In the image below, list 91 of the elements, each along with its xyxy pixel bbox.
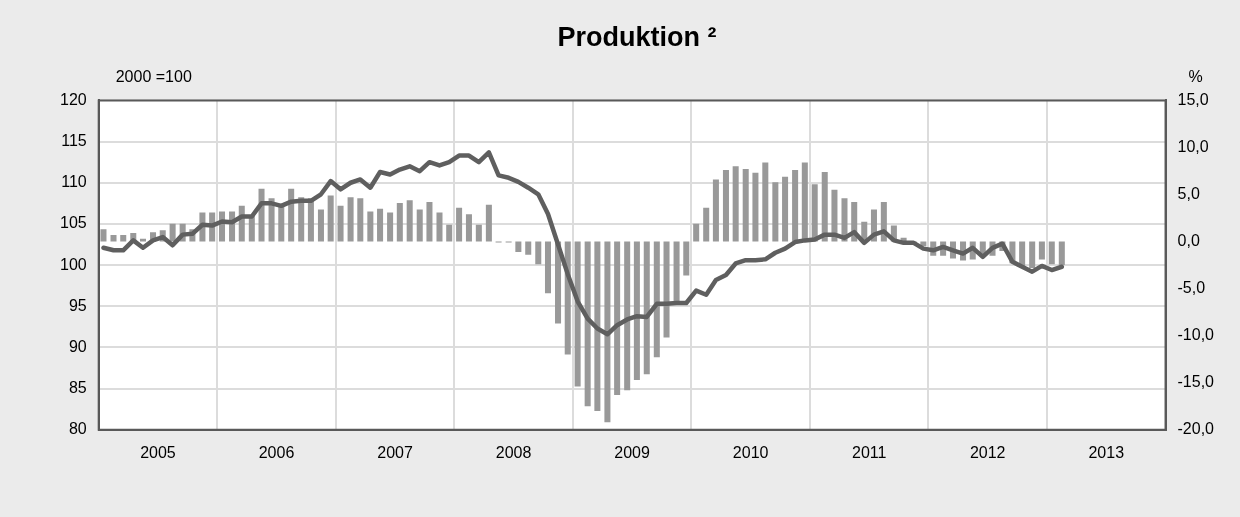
bar (406, 200, 413, 242)
bar (762, 162, 769, 242)
bar (446, 224, 453, 242)
bar (1058, 241, 1065, 266)
bar (673, 241, 680, 302)
bar (683, 241, 690, 276)
bar (139, 238, 146, 242)
y-tick-label: 110 (61, 173, 87, 191)
y-tick-label: 105 (59, 214, 87, 232)
bar (367, 211, 374, 242)
bar (456, 207, 463, 242)
y2-tick-label: -20,0 (1177, 420, 1215, 438)
bar (298, 197, 305, 242)
bar (120, 234, 127, 242)
bar (831, 189, 838, 242)
bar (693, 223, 700, 242)
bar (594, 241, 601, 411)
bar (722, 170, 729, 242)
y2-tick-label: -10,0 (1177, 326, 1215, 344)
x-tick-label: 2006 (258, 443, 295, 461)
y2-axis-title: % (1188, 68, 1203, 86)
x-tick-label: 2009 (614, 443, 651, 461)
bar (485, 204, 492, 242)
chart-title: Produktion ² (557, 21, 717, 52)
bar (1048, 241, 1055, 265)
y-axis-title: 2000 =100 (115, 68, 192, 86)
bar (1038, 241, 1045, 260)
bar (782, 176, 789, 242)
bar (604, 241, 611, 423)
y2-tick-label: -5,0 (1177, 279, 1206, 297)
x-tick-label: 2013 (1088, 443, 1125, 461)
bar (712, 179, 719, 242)
y-tick-label: 100 (59, 255, 87, 273)
bar (169, 223, 176, 242)
bar (515, 241, 522, 252)
bar (574, 241, 581, 387)
x-tick-label: 2007 (377, 443, 413, 461)
y2-tick-label: 5,0 (1177, 184, 1200, 202)
x-tick-label: 2010 (732, 443, 769, 461)
y2-tick-label: 15,0 (1177, 90, 1209, 108)
bar (525, 241, 532, 255)
bar (663, 241, 670, 338)
bar (1029, 241, 1036, 268)
bar (544, 241, 551, 294)
y-tick-label: 80 (68, 420, 87, 438)
bar (703, 207, 710, 242)
y-tick-label: 90 (68, 337, 87, 355)
y2-tick-label: 10,0 (1177, 137, 1209, 155)
y-tick-label: 120 (59, 90, 87, 108)
bar (821, 171, 828, 242)
bar (732, 166, 739, 242)
bar (535, 241, 542, 265)
bar (387, 212, 394, 242)
bar (396, 202, 403, 242)
y2-tick-label: -15,0 (1177, 373, 1215, 391)
bar (792, 170, 799, 242)
bar (643, 241, 650, 375)
bar (377, 208, 384, 242)
x-tick-label: 2005 (140, 443, 176, 461)
bar (100, 229, 107, 242)
bar (416, 209, 423, 242)
bar (288, 188, 295, 242)
x-tick-label: 2012 (969, 443, 1006, 461)
bar (742, 169, 749, 242)
bar (337, 205, 344, 242)
y-tick-label: 115 (61, 131, 87, 149)
bar (317, 209, 324, 242)
bar (584, 241, 591, 407)
bar (653, 241, 660, 358)
bar (624, 241, 631, 391)
y-tick-label: 95 (68, 296, 87, 314)
y2-tick-label: 0,0 (1177, 231, 1200, 249)
y-tick-label: 85 (68, 379, 87, 397)
bar (1019, 241, 1026, 267)
x-tick-label: 2011 (851, 443, 887, 461)
bar (772, 182, 779, 242)
bar (327, 195, 334, 242)
bar (307, 198, 314, 242)
bar (426, 202, 433, 242)
bar (347, 197, 354, 242)
bar (436, 212, 443, 242)
bar (475, 224, 482, 242)
bar (633, 241, 640, 380)
bar (752, 172, 759, 242)
x-tick-label: 2008 (495, 443, 532, 461)
bar (465, 214, 472, 242)
bar (614, 241, 621, 395)
bar (110, 234, 117, 242)
bar (811, 184, 818, 242)
bar (278, 205, 285, 242)
bar (357, 198, 364, 242)
